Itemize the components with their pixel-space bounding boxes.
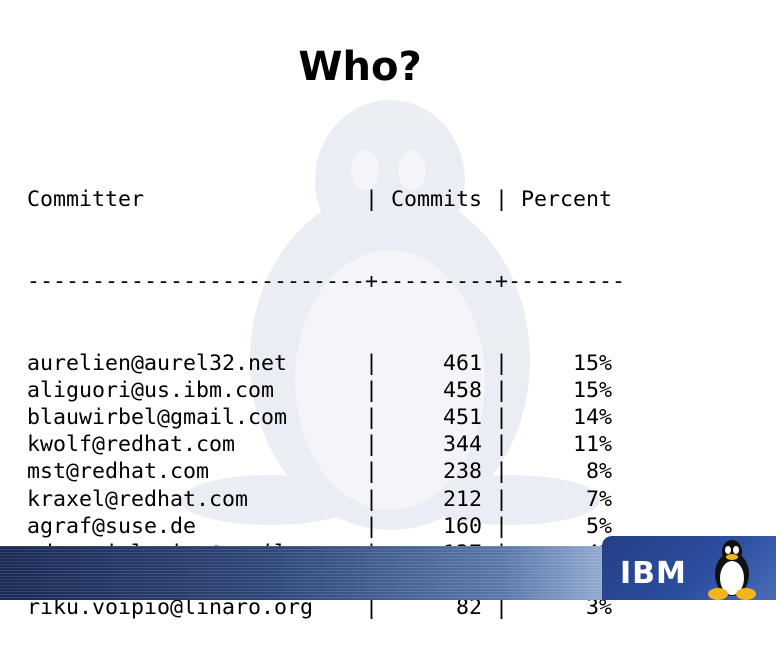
column-divider: |: [365, 432, 379, 458]
table-row: agraf@suse.de | 160 | 5%: [27, 513, 625, 540]
table-row: mst@redhat.com | 238 | 8%: [27, 458, 625, 485]
header-commits: Commits: [391, 187, 483, 213]
table-row: aliguori@us.ibm.com | 458 | 15%: [27, 377, 625, 404]
percent-cell: 15%: [572, 350, 612, 376]
ibm-logo: IBM: [620, 556, 687, 591]
column-divider: |: [365, 377, 379, 403]
column-divider: |: [495, 459, 509, 485]
column-divider: |: [495, 513, 509, 539]
percent-cell: 15%: [572, 377, 612, 403]
column-divider: |: [365, 187, 379, 213]
column-divider: |: [495, 486, 509, 512]
commits-cell: 160: [442, 513, 482, 539]
column-divider: |: [495, 377, 509, 403]
percent-cell: 8%: [585, 459, 612, 485]
column-divider: |: [365, 486, 379, 512]
table-row: blauwirbel@gmail.com | 451 | 14%: [27, 404, 625, 431]
committer-cell: kwolf@redhat.com: [27, 432, 236, 458]
slide-title: Who?: [298, 44, 422, 90]
column-divider: |: [365, 513, 379, 539]
commits-cell: 458: [442, 377, 482, 403]
column-divider: |: [365, 404, 379, 430]
tux-penguin-icon: [708, 540, 756, 600]
table-separator: --------------------------+---------+---…: [27, 269, 626, 294]
commits-cell: 212: [442, 486, 482, 512]
committer-cell: kraxel@redhat.com: [27, 486, 249, 512]
column-divider: |: [365, 350, 379, 376]
header-committer: Committer: [27, 187, 145, 213]
table-row: kraxel@redhat.com | 212 | 7%: [27, 486, 625, 513]
committer-cell: agraf@suse.de: [27, 513, 197, 539]
committer-cell: blauwirbel@gmail.com: [27, 404, 288, 430]
percent-cell: 7%: [585, 486, 612, 512]
column-divider: |: [495, 432, 509, 458]
percent-cell: 11%: [572, 432, 612, 458]
committer-cell: aliguori@us.ibm.com: [27, 377, 275, 403]
ibm-linux-badge: IBM: [602, 536, 776, 600]
commits-cell: 344: [442, 432, 482, 458]
header-percent: Percent: [521, 187, 613, 213]
table-row: kwolf@redhat.com | 344 | 11%: [27, 431, 625, 458]
column-divider: |: [495, 404, 509, 430]
committer-cell: aurelien@aurel32.net: [27, 350, 288, 376]
column-divider: |: [495, 350, 509, 376]
table-header: Committer | Commits | Percent: [27, 186, 625, 213]
penguin-watermark: [180, 100, 600, 530]
percent-cell: 5%: [585, 513, 612, 539]
commits-cell: 461: [442, 350, 482, 376]
column-divider: |: [365, 459, 379, 485]
committer-cell: mst@redhat.com: [27, 459, 210, 485]
percent-cell: 14%: [572, 404, 612, 430]
commits-cell: 451: [442, 404, 482, 430]
table-row: aurelien@aurel32.net | 461 | 15%: [27, 350, 625, 377]
column-divider: |: [495, 187, 509, 213]
commits-cell: 238: [442, 459, 482, 485]
